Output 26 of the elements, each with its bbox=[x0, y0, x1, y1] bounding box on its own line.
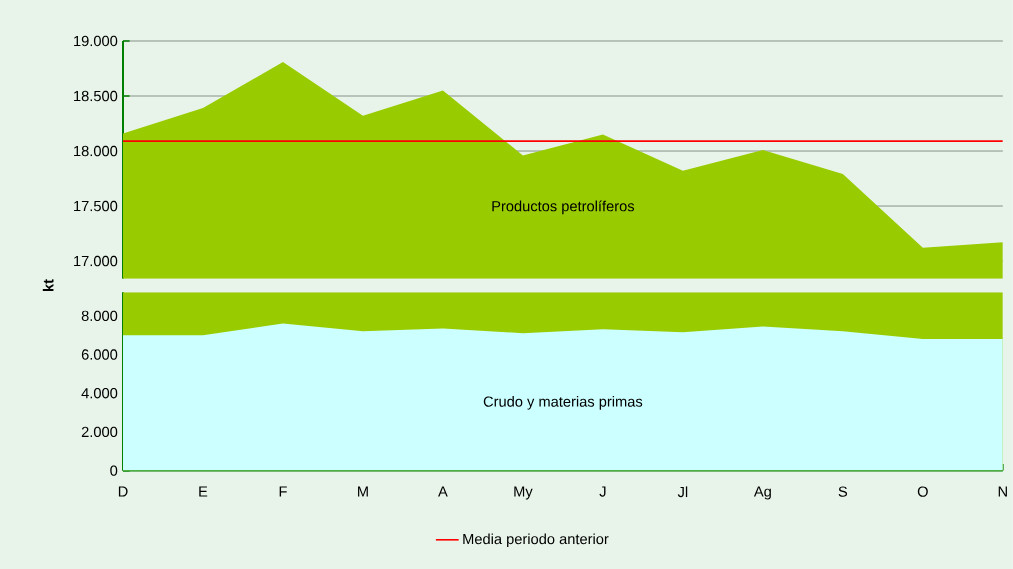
x-tick-label: N bbox=[998, 486, 1007, 497]
y-tick-label: 8.000 bbox=[81, 310, 118, 322]
series-label: Productos petrolíferos bbox=[492, 200, 635, 215]
y-tick-label: 19.000 bbox=[74, 35, 118, 47]
x-tick-label: D bbox=[118, 486, 128, 497]
x-tick-label: A bbox=[438, 486, 448, 497]
y-tick-label: 17.000 bbox=[74, 255, 118, 267]
x-tick-label: M bbox=[358, 486, 368, 497]
x-tick-label: S bbox=[838, 486, 848, 497]
x-tick-label: O bbox=[917, 486, 928, 497]
y-tick-label: 4.000 bbox=[81, 388, 118, 399]
x-tick-label: Ag bbox=[753, 486, 771, 500]
y-tick-label: 2.000 bbox=[81, 426, 118, 438]
series-label: Crudo y materias primas bbox=[483, 396, 643, 410]
legend-label: Media periodo anterior bbox=[463, 533, 609, 548]
y-tick-label: 17.500 bbox=[74, 200, 118, 212]
y-tick-label: 18.000 bbox=[74, 145, 118, 157]
y-axis-title: kt bbox=[42, 279, 54, 292]
y-tick-label: 0 bbox=[110, 465, 118, 476]
x-tick-label: E bbox=[199, 486, 208, 497]
x-tick-label: F bbox=[279, 486, 287, 497]
y-tick-label: 18.500 bbox=[74, 90, 118, 102]
x-tick-label: Jl bbox=[677, 486, 688, 498]
y-tick-label: 6.000 bbox=[81, 349, 118, 360]
x-tick-label: J bbox=[599, 486, 606, 497]
x-tick-label: My bbox=[514, 486, 533, 500]
